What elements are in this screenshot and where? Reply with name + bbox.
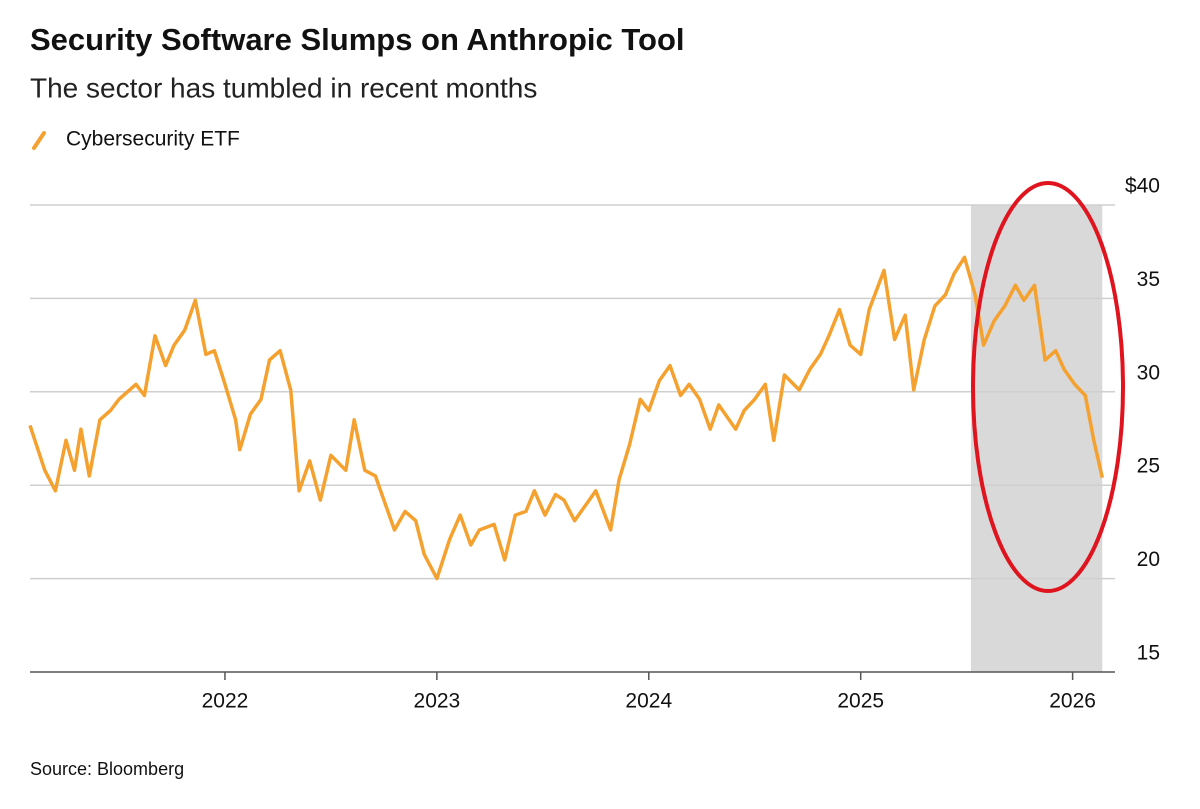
chart-title: Security Software Slumps on Anthropic To…: [30, 22, 685, 57]
x-tick-label: 2025: [837, 690, 884, 713]
y-tick-label: $40: [1125, 175, 1160, 198]
legend-swatch: [32, 131, 46, 150]
x-tick-label: 2024: [625, 690, 672, 713]
x-tick-label: 2026: [1049, 690, 1096, 713]
source: Source: Bloomberg: [30, 759, 184, 779]
legend: Cybersecurity ETF: [32, 128, 240, 151]
x-tick-label: 2023: [414, 690, 461, 713]
shaded-region: [970, 205, 1103, 672]
y-tick-label: 30: [1137, 361, 1160, 384]
y-tick-label: 35: [1137, 268, 1160, 291]
highlight-ellipse: [971, 181, 1125, 593]
x-tick-label: 2022: [202, 690, 249, 713]
y-tick-label: 20: [1137, 548, 1160, 571]
chart-subtitle: The sector has tumbled in recent months: [30, 72, 537, 103]
y-tick-label: 15: [1137, 642, 1160, 665]
legend-label: Cybersecurity ETF: [66, 128, 240, 151]
y-tick-label: 25: [1137, 455, 1160, 478]
series-line: [28, 255, 1105, 581]
